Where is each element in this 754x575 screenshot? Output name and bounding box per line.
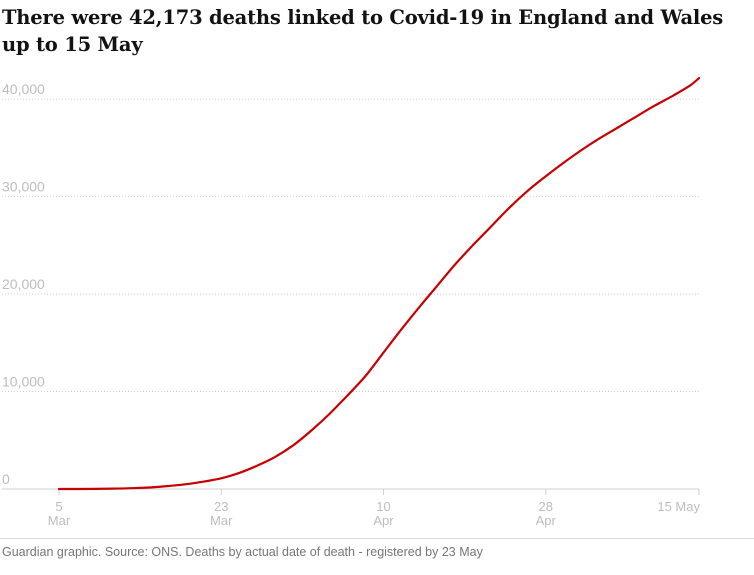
x-tick-label: Mar [48,513,71,528]
x-tick-label: Mar [210,513,233,528]
x-tick-label: 10 [376,499,390,514]
source-note: Guardian graphic. Source: ONS. Deaths by… [2,545,483,559]
x-tick-label: 28 [539,499,553,514]
y-tick-label: 20,000 [2,276,45,292]
y-tick-label: 40,000 [2,81,45,97]
x-tick-label: 5 [55,499,62,514]
x-tick-label: Apr [536,513,557,528]
series-layer [57,77,701,491]
footer-divider [0,538,754,539]
series-line-deaths [57,77,701,491]
x-tick-label: 23 [214,499,228,514]
y-tick-label: 30,000 [2,179,45,195]
chart-title: There were 42,173 deaths linked to Covid… [2,6,724,56]
y-tick-label: 0 [2,471,10,487]
x-tick-label: Apr [373,513,394,528]
x-tick-label: 15 May [657,499,700,514]
y-tick-label: 10,000 [2,374,45,390]
